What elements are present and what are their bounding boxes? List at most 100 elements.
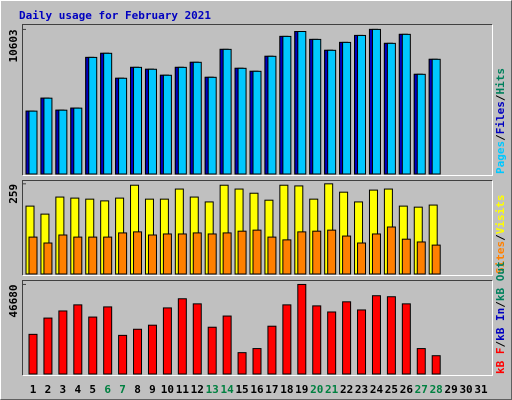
x-tick-label: 17	[265, 383, 278, 396]
legend-entry: kB Out	[494, 261, 507, 301]
bar	[342, 41, 352, 175]
legend-separator: /	[494, 301, 507, 308]
legend-entry: Hits	[494, 68, 507, 95]
x-tick-label: 5	[89, 383, 96, 396]
x-tick-label: 7	[119, 383, 126, 396]
bar	[357, 242, 367, 275]
bar	[431, 355, 441, 375]
bar	[177, 233, 187, 275]
x-tick-label: 9	[149, 383, 156, 396]
panel-border-light	[22, 280, 493, 376]
bar	[431, 244, 441, 275]
bar	[267, 55, 277, 175]
bar	[177, 66, 187, 175]
x-tick-label: 15	[235, 383, 248, 396]
bar	[147, 68, 157, 175]
bar	[207, 326, 217, 375]
bar	[192, 232, 202, 275]
bar	[58, 234, 68, 275]
y-tick-label: 259	[7, 184, 20, 204]
x-tick-label: 31	[474, 383, 488, 396]
x-tick-label: 20	[310, 383, 323, 396]
bar	[103, 306, 113, 375]
bar	[88, 316, 98, 375]
legend: kB F/kB In/kB Out	[494, 261, 507, 374]
y-tick-label: 10603	[7, 29, 20, 62]
bar	[386, 226, 396, 275]
legend-separator: /	[494, 94, 507, 101]
legend-entry: Pages	[494, 141, 507, 174]
legend-entry: Visits	[494, 195, 507, 235]
bar	[73, 236, 83, 275]
x-tick-label: 6	[104, 383, 111, 396]
bar	[357, 34, 367, 175]
bar	[327, 49, 337, 175]
x-tick-label: 13	[206, 383, 219, 396]
bar	[133, 328, 143, 375]
x-tick-label: 29	[445, 383, 458, 396]
x-tick-label: 14	[221, 383, 235, 396]
legend-entry: kB In	[494, 308, 507, 341]
bar	[43, 317, 53, 375]
bar	[297, 283, 307, 375]
legend-separator: /	[494, 341, 507, 348]
bar	[342, 301, 352, 375]
bar	[267, 236, 277, 275]
x-tick-label: 26	[400, 383, 414, 396]
bar	[386, 42, 396, 175]
bar	[297, 231, 307, 275]
legend-separator: /	[494, 234, 507, 241]
bar	[207, 76, 217, 175]
bar	[28, 236, 38, 275]
x-tick-label: 24	[370, 383, 384, 396]
bar	[207, 233, 217, 275]
bar	[133, 231, 143, 275]
panel-border-dark	[22, 180, 493, 276]
bar	[118, 232, 128, 275]
legend-entry: kB F	[494, 348, 507, 375]
bar	[103, 52, 113, 175]
bar	[58, 109, 68, 175]
bar	[177, 298, 187, 375]
x-tick-label: 18	[280, 383, 293, 396]
bar	[162, 307, 172, 375]
bar	[312, 305, 322, 375]
legend-entry: Sites	[494, 241, 507, 274]
bar	[88, 56, 98, 175]
legend: Pages/Files/Hits	[494, 68, 507, 174]
bar	[103, 236, 113, 275]
bar	[297, 31, 307, 175]
bar	[28, 110, 38, 175]
bar	[28, 333, 38, 375]
x-tick-label: 16	[250, 383, 264, 396]
x-tick-label: 4	[74, 383, 81, 396]
bar	[43, 242, 53, 275]
bar	[222, 48, 232, 175]
bar	[237, 352, 247, 375]
x-tick-label: 12	[191, 383, 204, 396]
bar	[342, 235, 352, 275]
bar	[282, 35, 292, 175]
panel-border-light	[22, 180, 493, 276]
legend-separator: /	[494, 134, 507, 141]
x-tick-label: 27	[415, 383, 428, 396]
x-tick-label: 21	[325, 383, 339, 396]
bar	[147, 234, 157, 275]
bar	[416, 348, 426, 375]
bar	[118, 77, 128, 175]
x-tick-label: 23	[355, 383, 368, 396]
bar	[237, 67, 247, 175]
bar	[416, 73, 426, 175]
bar	[133, 66, 143, 175]
bar	[237, 230, 247, 275]
bar	[88, 236, 98, 275]
bar	[192, 303, 202, 375]
x-tick-label: 10	[161, 383, 174, 396]
panel-border-dark	[22, 24, 493, 176]
chart-title: Daily usage for February 2021	[19, 9, 211, 22]
x-tick-label: 25	[385, 383, 398, 396]
bar	[371, 28, 381, 175]
bar	[282, 304, 292, 375]
